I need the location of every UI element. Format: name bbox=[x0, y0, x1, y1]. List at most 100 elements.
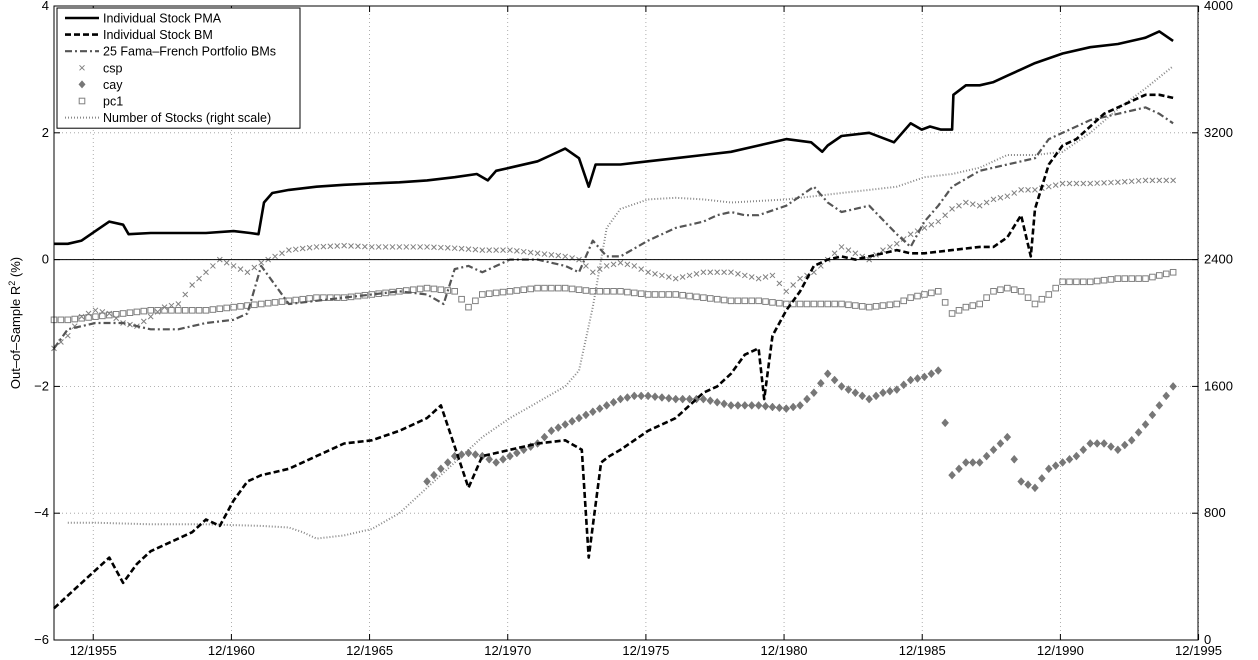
data-point bbox=[989, 445, 998, 455]
data-point bbox=[969, 201, 976, 207]
data-point bbox=[189, 282, 196, 288]
data-point bbox=[175, 307, 182, 314]
data-point bbox=[416, 285, 424, 293]
data-point bbox=[685, 394, 694, 404]
data-point bbox=[272, 253, 278, 260]
plot-frame bbox=[53, 5, 1199, 641]
data-point bbox=[1025, 187, 1031, 193]
data-point bbox=[320, 243, 327, 250]
data-point bbox=[892, 385, 901, 394]
data-point bbox=[769, 299, 776, 306]
legend-swatch bbox=[78, 80, 86, 89]
data-point bbox=[796, 300, 804, 308]
data-point bbox=[513, 448, 521, 458]
data-point bbox=[679, 291, 686, 299]
data-point bbox=[693, 293, 700, 301]
data-point bbox=[479, 291, 486, 298]
data-point bbox=[1169, 382, 1177, 391]
data-point bbox=[375, 244, 382, 250]
data-point bbox=[837, 382, 846, 391]
data-point bbox=[880, 247, 886, 253]
data-point bbox=[1080, 180, 1087, 187]
legend-box bbox=[56, 7, 301, 129]
data-point bbox=[783, 288, 790, 295]
data-point bbox=[713, 397, 722, 407]
data-point bbox=[251, 301, 258, 309]
data-point bbox=[1087, 180, 1094, 187]
data-point bbox=[624, 261, 631, 268]
data-point bbox=[968, 458, 977, 467]
data-point bbox=[1100, 276, 1108, 284]
data-point bbox=[741, 297, 749, 305]
data-point bbox=[707, 269, 714, 276]
data-point bbox=[438, 244, 444, 251]
series-number-of-stocks-right-scale- bbox=[67, 65, 1174, 540]
data-point bbox=[754, 401, 763, 410]
data-point bbox=[803, 394, 811, 404]
data-point bbox=[492, 289, 500, 297]
data-point bbox=[355, 243, 361, 250]
data-point bbox=[382, 289, 389, 297]
data-point bbox=[644, 291, 652, 298]
legend-label: pc1 bbox=[103, 95, 123, 109]
data-point bbox=[202, 307, 210, 314]
data-point bbox=[133, 308, 141, 316]
data-point bbox=[921, 291, 928, 298]
data-point bbox=[1051, 461, 1060, 471]
data-point bbox=[658, 291, 666, 298]
data-point bbox=[64, 332, 71, 339]
data-point bbox=[1135, 177, 1142, 184]
data-point bbox=[119, 310, 127, 317]
data-point bbox=[403, 244, 410, 250]
data-point bbox=[1115, 179, 1121, 186]
data-point bbox=[520, 248, 527, 255]
data-point bbox=[838, 300, 845, 308]
data-point bbox=[776, 280, 783, 287]
data-point bbox=[292, 246, 299, 253]
data-point bbox=[396, 244, 403, 250]
y2-tick-label: 3200 bbox=[1204, 125, 1233, 140]
data-point bbox=[1127, 435, 1136, 445]
data-point bbox=[907, 294, 914, 301]
data-point bbox=[941, 418, 949, 428]
data-point bbox=[824, 300, 832, 308]
data-point bbox=[942, 212, 949, 219]
data-point bbox=[790, 282, 797, 288]
series-line bbox=[53, 106, 1174, 350]
data-point bbox=[679, 274, 686, 280]
data-point bbox=[1080, 278, 1087, 286]
data-point bbox=[313, 244, 320, 250]
data-point bbox=[969, 302, 977, 309]
data-point bbox=[1121, 178, 1128, 185]
data-point bbox=[1156, 272, 1163, 279]
data-point bbox=[887, 244, 893, 250]
data-point bbox=[948, 310, 956, 317]
data-point bbox=[548, 284, 555, 292]
data-point bbox=[437, 286, 445, 294]
data-point bbox=[1003, 432, 1012, 442]
data-point bbox=[983, 294, 990, 301]
data-point bbox=[271, 299, 279, 306]
data-point bbox=[513, 248, 520, 254]
data-point bbox=[721, 269, 727, 276]
data-point bbox=[278, 298, 286, 305]
data-point bbox=[140, 318, 147, 325]
data-point bbox=[817, 300, 825, 308]
series-individual-stock-bm bbox=[53, 93, 1174, 610]
data-point bbox=[810, 388, 818, 398]
data-point bbox=[879, 388, 887, 398]
data-point bbox=[665, 274, 672, 280]
data-point bbox=[872, 303, 880, 310]
data-point bbox=[492, 458, 500, 467]
data-point bbox=[810, 300, 818, 308]
data-point bbox=[182, 291, 189, 298]
data-point bbox=[195, 307, 203, 314]
series-line bbox=[54, 30, 1174, 246]
data-point bbox=[237, 303, 244, 310]
data-point bbox=[1107, 442, 1115, 452]
data-point bbox=[1101, 180, 1107, 186]
y2-tick-label: 4000 bbox=[1204, 0, 1233, 13]
data-point bbox=[327, 243, 334, 250]
data-point bbox=[1038, 295, 1046, 303]
data-point bbox=[624, 288, 631, 296]
